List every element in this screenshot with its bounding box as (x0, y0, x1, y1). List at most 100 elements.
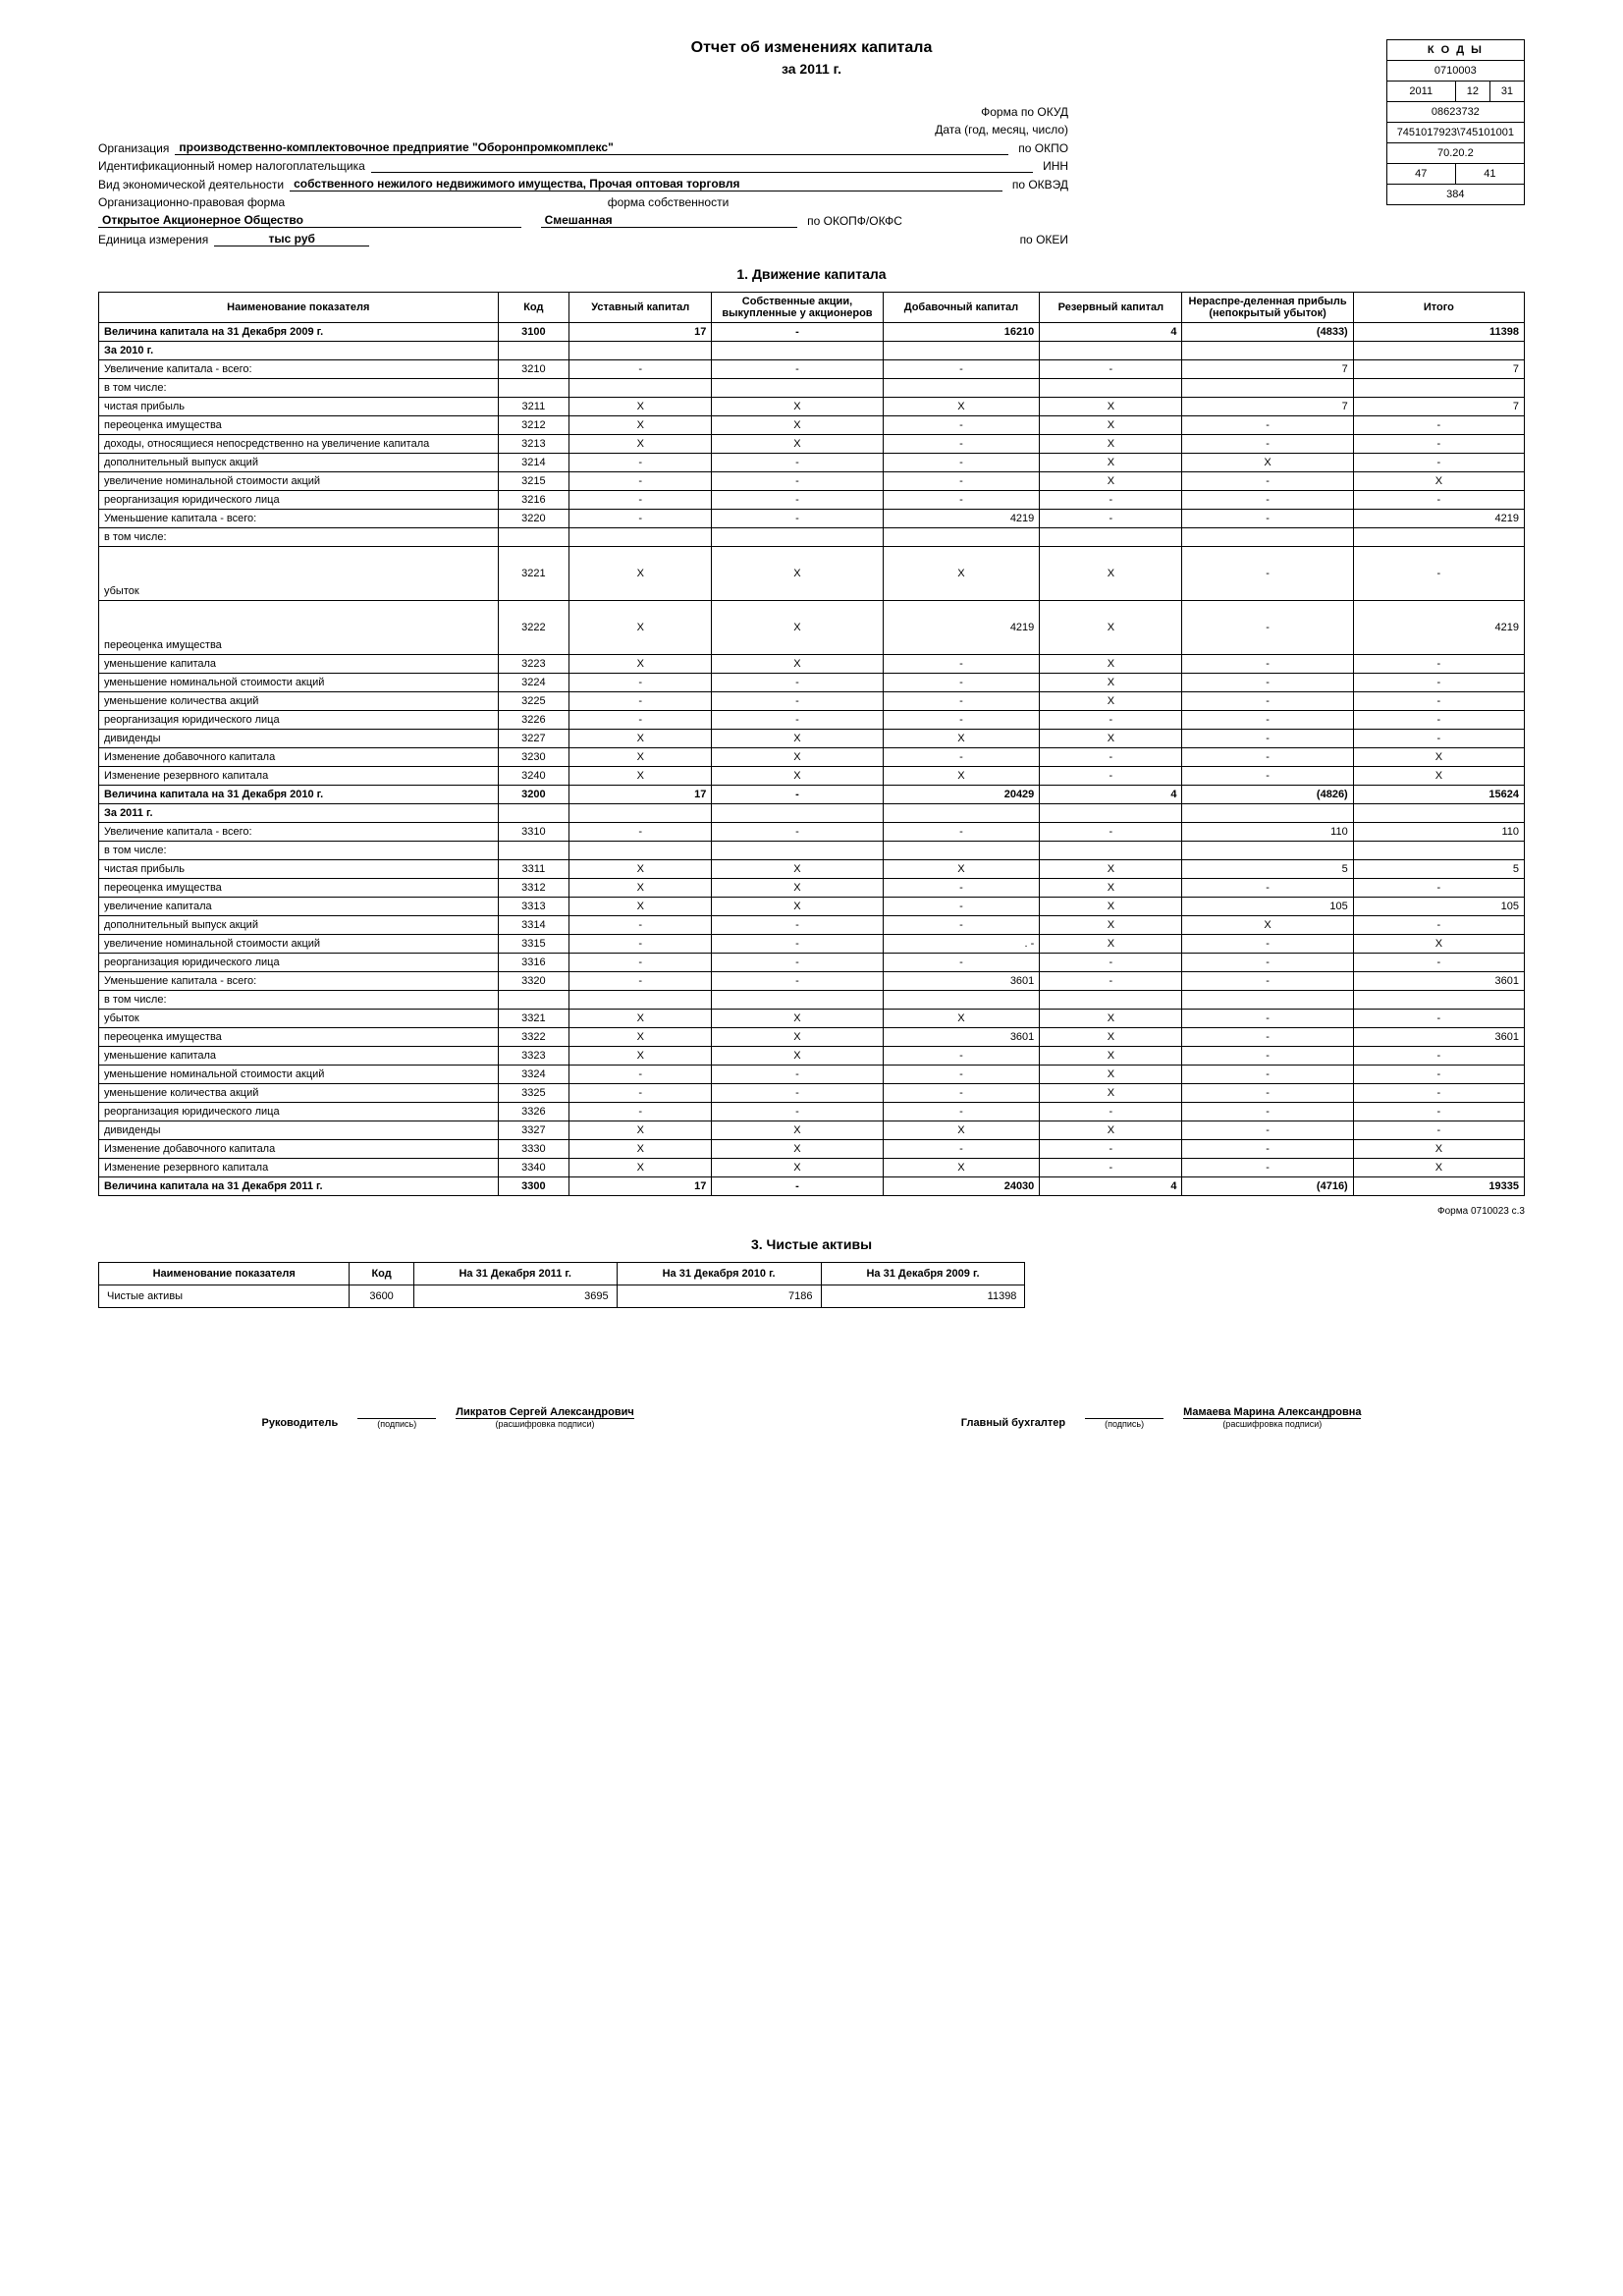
table-row: дивиденды3327ХХХХ-- (99, 1121, 1525, 1140)
inn-right: ИНН (1033, 159, 1068, 173)
table-row: Увеличение капитала - всего:3310----1101… (99, 823, 1525, 842)
na-v1: 7186 (617, 1285, 821, 1308)
okpo-label: по ОКПО (1008, 141, 1068, 155)
main-header-2: Уставный капитал (569, 293, 712, 323)
date-m: 12 (1455, 82, 1489, 102)
table-row: увеличение капитала3313ХХ-Х105105 (99, 898, 1525, 916)
name-caption1: (расшифровка подписи) (456, 1419, 634, 1429)
table-row: Уменьшение капитала - всего:3220--4219--… (99, 510, 1525, 528)
table-row: реорганизация юридического лица3226-----… (99, 711, 1525, 730)
okei-label: по ОКЕИ (1010, 233, 1068, 246)
sig-caption2: (подпись) (1085, 1419, 1163, 1429)
activity-value: собственного нежилого недвижимого имущес… (290, 177, 1002, 191)
net-assets-table: Наименование показателяКодНа 31 Декабря … (98, 1262, 1025, 1308)
table-row: реорганизация юридического лица3326-----… (99, 1103, 1525, 1121)
table-row: переоценка имущества3222ХХ4219Х-4219 (99, 601, 1525, 655)
main-header-3: Собственные акции, выкупленные у акционе… (712, 293, 883, 323)
form-value: Открытое Акционерное Общество (98, 213, 521, 228)
okud-code: 0710003 (1386, 61, 1524, 82)
main-header-5: Резервный капитал (1040, 293, 1182, 323)
leader-name: Ликратов Сергей Александрович (456, 1406, 634, 1419)
form2-value: Смешанная (541, 213, 798, 228)
table-row: Изменение добавочного капитала3330ХХ---Х (99, 1140, 1525, 1159)
table-row: чистая прибыль3211ХХХХ77 (99, 398, 1525, 416)
table-row: убыток3221ХХХХ-- (99, 547, 1525, 601)
na-code: 3600 (350, 1285, 413, 1308)
table-row: реорганизация юридического лица3316-----… (99, 954, 1525, 972)
table-row: убыток3321ХХХХ-- (99, 1010, 1525, 1028)
na-header-0: Наименование показателя (99, 1263, 350, 1285)
table-row: За 2011 г. (99, 804, 1525, 823)
table-row: в том числе: (99, 379, 1525, 398)
doc-title: Отчет об изменениях капитала (573, 39, 1049, 57)
table-row: увеличение номинальной стоимости акций32… (99, 472, 1525, 491)
okved-code: 70.20.2 (1386, 143, 1524, 164)
footer-note: Форма 0710023 с.3 (98, 1206, 1525, 1217)
org-label: Организация (98, 141, 175, 155)
na-header-4: На 31 Декабря 2009 г. (821, 1263, 1025, 1285)
na-header-2: На 31 Декабря 2011 г. (413, 1263, 617, 1285)
table-row: реорганизация юридического лица3216-----… (99, 491, 1525, 510)
codes-table: К О Д Ы 0710003 2011 12 31 08623732 7451… (1386, 39, 1525, 205)
year-label: за 2011 г. (573, 61, 1049, 77)
unit-label: Единица измерения (98, 233, 214, 246)
main-header-1: Код (498, 293, 569, 323)
accountant-name: Мамаева Марина Александровна (1183, 1406, 1361, 1419)
table-row: уменьшение количества акций3225---Х-- (99, 692, 1525, 711)
leader-label: Руководитель (262, 1417, 339, 1429)
table-row: Величина капитала на 31 Декабря 2011 г.3… (99, 1177, 1525, 1196)
date-d: 31 (1489, 82, 1524, 102)
okved-label: по ОКВЭД (1002, 178, 1068, 191)
section1-title: 1. Движение капитала (98, 266, 1525, 282)
table-row: дополнительный выпуск акций3214---ХХ- (99, 454, 1525, 472)
na-header-1: Код (350, 1263, 413, 1285)
table-row: уменьшение капитала3223ХХ-Х-- (99, 655, 1525, 674)
form-label: Организационно-правовая форма (98, 195, 291, 209)
date-label: Дата (год, месяц, число) (925, 123, 1068, 137)
section3-title: 3. Чистые активы (98, 1236, 1525, 1252)
table-row: увеличение номинальной стоимости акций33… (99, 935, 1525, 954)
form-label2: форма собственности (291, 195, 1046, 209)
main-header-0: Наименование показателя (99, 293, 499, 323)
table-row: в том числе: (99, 842, 1525, 860)
date-y: 2011 (1386, 82, 1455, 102)
table-row: уменьшение капитала3323ХХ-Х-- (99, 1047, 1525, 1066)
main-header-6: Нераспре-деленная прибыль (непокрытый уб… (1182, 293, 1353, 323)
okopf-code1: 47 (1386, 164, 1455, 185)
okei-code: 384 (1386, 185, 1524, 205)
table-row: Величина капитала на 31 Декабря 2009 г.3… (99, 323, 1525, 342)
capital-table: Наименование показателяКодУставный капит… (98, 292, 1525, 1196)
na-v0: 3695 (413, 1285, 617, 1308)
na-header-3: На 31 Декабря 2010 г. (617, 1263, 821, 1285)
main-header-7: Итого (1353, 293, 1524, 323)
accountant-label: Главный бухгалтер (961, 1417, 1065, 1429)
codes-header: К О Д Ы (1386, 40, 1524, 61)
na-name: Чистые активы (99, 1285, 350, 1308)
table-row: Величина капитала на 31 Декабря 2010 г.3… (99, 786, 1525, 804)
table-row: Увеличение капитала - всего:3210----77 (99, 360, 1525, 379)
table-row: доходы, относящиеся непосредственно на у… (99, 435, 1525, 454)
inn-label: Идентификационный номер налогоплательщик… (98, 159, 371, 173)
table-row: уменьшение номинальной стоимости акций33… (99, 1066, 1525, 1084)
okud-label: Форма по ОКУД (971, 105, 1068, 119)
table-row: Изменение резервного капитала3240ХХХ--Х (99, 767, 1525, 786)
table-row: переоценка имущества3312ХХ-Х-- (99, 879, 1525, 898)
table-row: Изменение добавочного капитала3230ХХ---Х (99, 748, 1525, 767)
na-v2: 11398 (821, 1285, 1025, 1308)
table-row: переоценка имущества3322ХХ3601Х-3601 (99, 1028, 1525, 1047)
okpo-code: 08623732 (1386, 102, 1524, 123)
inn-code: 7451017923\745101001 (1386, 123, 1524, 143)
table-row: За 2010 г. (99, 342, 1525, 360)
table-row: уменьшение количества акций3325---Х-- (99, 1084, 1525, 1103)
table-row: переоценка имущества3212ХХ-Х-- (99, 416, 1525, 435)
okopf-label: по ОКОПФ/ОКФС (797, 214, 902, 228)
table-row: дополнительный выпуск акций3314---ХХ- (99, 916, 1525, 935)
table-row: дивиденды3227ХХХХ-- (99, 730, 1525, 748)
main-header-4: Добавочный капитал (883, 293, 1040, 323)
okopf-code2: 41 (1455, 164, 1524, 185)
signatures: Руководитель (подпись) Ликратов Сергей А… (98, 1406, 1525, 1429)
table-row: чистая прибыль3311ХХХХ55 (99, 860, 1525, 879)
sig-caption1: (подпись) (357, 1419, 436, 1429)
table-row: Изменение резервного капитала3340ХХХ--Х (99, 1159, 1525, 1177)
name-caption2: (расшифровка подписи) (1183, 1419, 1361, 1429)
